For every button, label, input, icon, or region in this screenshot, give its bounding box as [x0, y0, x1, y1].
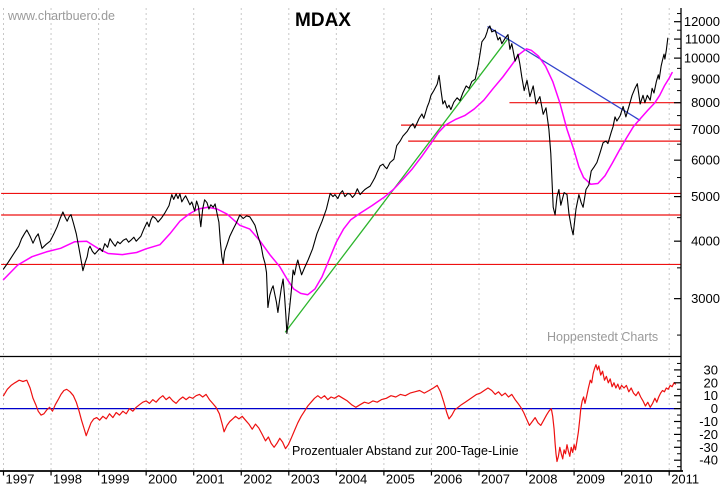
svg-text:2007: 2007 — [481, 472, 510, 485]
svg-text:30: 30 — [704, 362, 718, 377]
svg-text:2008: 2008 — [529, 472, 558, 485]
svg-text:20: 20 — [704, 375, 718, 390]
svg-text:-30: -30 — [699, 440, 718, 455]
svg-text:2002: 2002 — [243, 472, 272, 485]
credit-label: Hoppenstedt Charts — [547, 330, 659, 344]
svg-text:8000: 8000 — [691, 95, 720, 110]
svg-text:1999: 1999 — [101, 472, 130, 485]
svg-text:2009: 2009 — [576, 472, 605, 485]
svg-text:-20: -20 — [699, 427, 718, 442]
svg-text:2011: 2011 — [671, 472, 699, 485]
indicator-label: Prozentualer Abstand zur 200-Tage-Linie — [292, 444, 519, 458]
svg-text:12000: 12000 — [684, 14, 720, 29]
svg-text:2006: 2006 — [433, 472, 462, 485]
svg-text:10: 10 — [704, 388, 718, 403]
svg-text:2001: 2001 — [196, 472, 225, 485]
svg-text:10000: 10000 — [684, 51, 720, 66]
svg-text:4000: 4000 — [691, 234, 720, 249]
svg-text:6000: 6000 — [691, 153, 720, 168]
svg-text:3000: 3000 — [691, 291, 720, 306]
svg-text:2000: 2000 — [148, 472, 177, 485]
page-title: MDAX — [295, 10, 351, 31]
svg-text:-10: -10 — [699, 414, 718, 429]
watermark: www.chartbuero.de — [8, 9, 116, 23]
svg-text:7000: 7000 — [691, 122, 720, 137]
svg-text:2010: 2010 — [624, 472, 653, 485]
svg-text:11000: 11000 — [685, 32, 720, 47]
svg-text:5000: 5000 — [691, 189, 720, 204]
svg-text:1998: 1998 — [53, 472, 82, 485]
svg-text:2005: 2005 — [386, 472, 415, 485]
svg-text:0: 0 — [711, 401, 718, 416]
svg-text:-40: -40 — [699, 453, 718, 468]
svg-text:2004: 2004 — [338, 472, 367, 485]
svg-text:9000: 9000 — [691, 72, 720, 87]
svg-text:1997: 1997 — [6, 472, 35, 485]
svg-text:2003: 2003 — [291, 472, 320, 485]
